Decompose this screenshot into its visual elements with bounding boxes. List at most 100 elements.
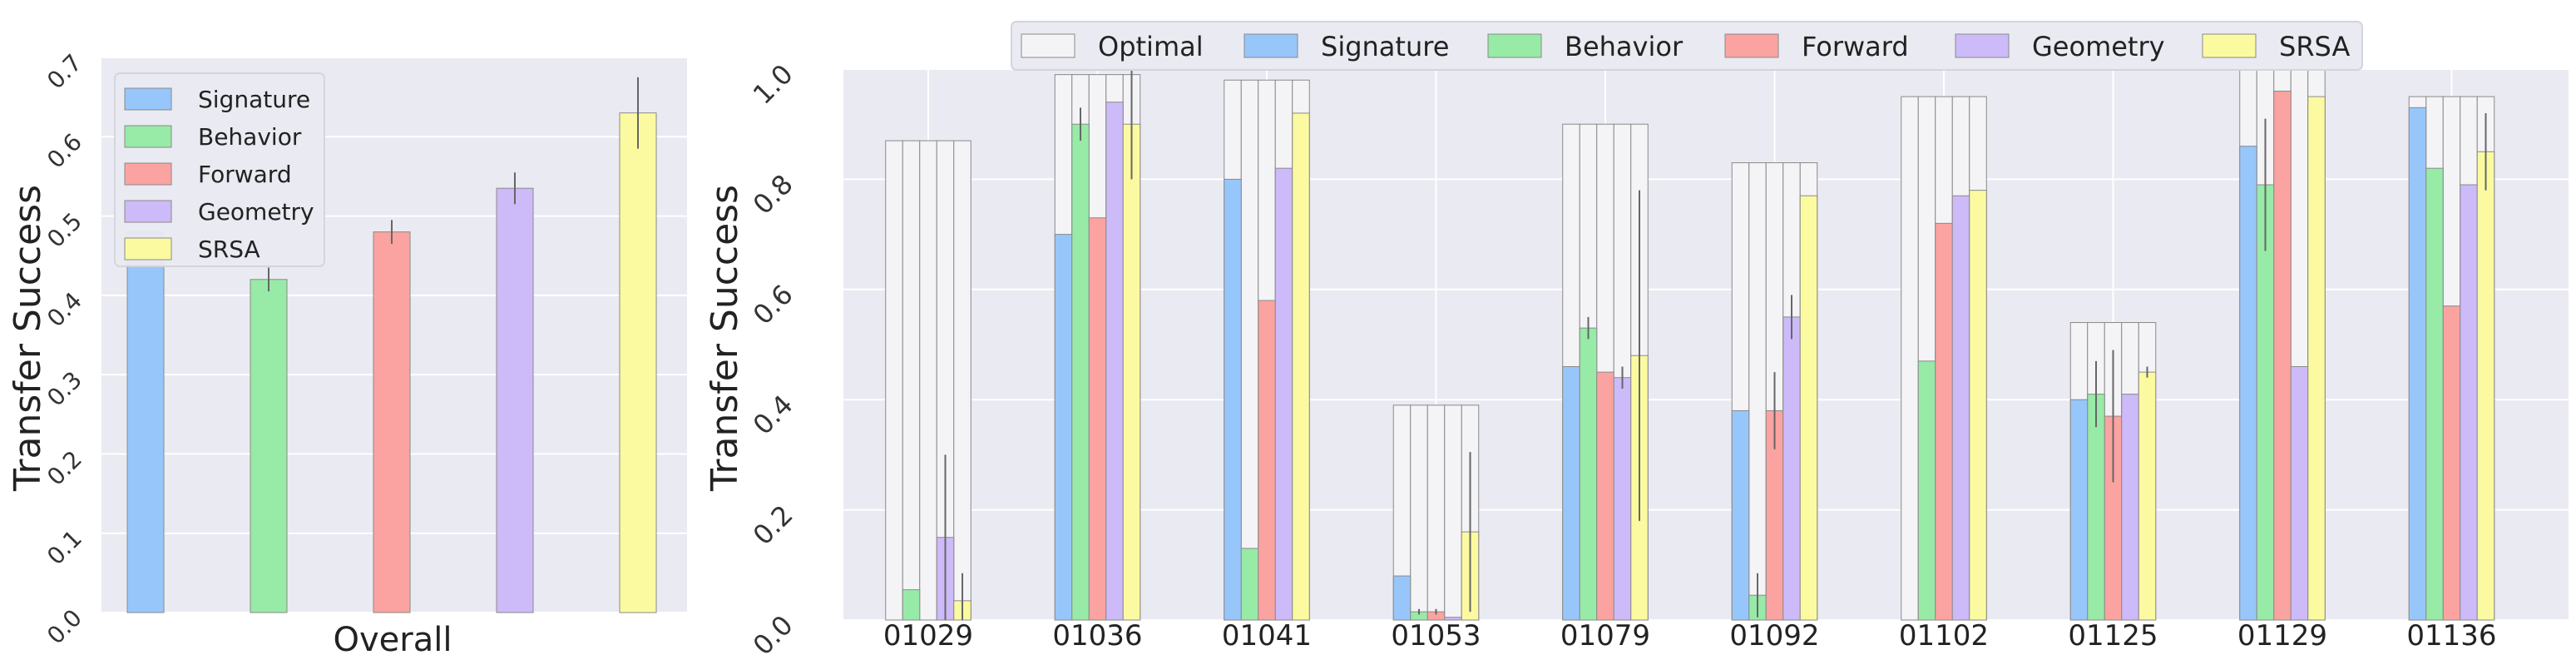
left-legend-swatch-srsa xyxy=(124,237,172,261)
right-ytick-label: 0.2 xyxy=(747,499,799,551)
xtick-label: 01036 xyxy=(1052,619,1142,653)
bar-signature xyxy=(1392,575,1412,621)
right-ytick-label: 0.4 xyxy=(747,389,799,441)
left-ytick-label: 0.6 xyxy=(42,128,87,174)
optimal-bar xyxy=(919,140,937,621)
left-legend-swatch-signature xyxy=(124,87,172,111)
bar-srsa xyxy=(1292,112,1310,621)
optimal-bar xyxy=(1748,162,1767,621)
bar-behavior xyxy=(2087,394,2105,621)
bar-forward xyxy=(1596,371,1614,621)
left-legend-swatch-geometry xyxy=(124,200,172,223)
legend-swatch-srsa xyxy=(2202,33,2257,58)
legend-label-optimal: Optimal xyxy=(1098,31,1204,62)
optimal-bar xyxy=(1444,404,1462,621)
left-bar-signature xyxy=(126,231,165,613)
xtick-label: 01129 xyxy=(2237,619,2327,653)
bar-behavior xyxy=(1579,327,1598,621)
optimal-bar xyxy=(1901,96,1919,621)
bar-forward xyxy=(1258,300,1276,621)
left-bar-behavior xyxy=(250,279,288,613)
left-legend-label-forward: Forward xyxy=(198,161,292,188)
optimal-bar xyxy=(1410,404,1428,621)
left-ylabel: Transfer Success xyxy=(7,185,49,492)
left-ytick-label: 0.0 xyxy=(42,604,87,650)
bar-srsa xyxy=(1969,190,1987,621)
xtick-label: 01092 xyxy=(1729,619,1819,653)
xtick-label: 01079 xyxy=(1560,619,1650,653)
left-xlabel: Overall xyxy=(334,621,452,655)
bar-forward xyxy=(1088,217,1107,621)
left-bar-forward xyxy=(373,231,411,613)
legend-swatch-signature xyxy=(1244,33,1298,58)
bar-signature xyxy=(1224,178,1242,621)
bar-geometry xyxy=(2290,365,2309,621)
bar-geometry xyxy=(1782,316,1801,621)
bar-geometry xyxy=(1951,195,1970,621)
left-bar-geometry xyxy=(496,187,534,613)
bar-geometry xyxy=(2460,184,2478,621)
bar-behavior xyxy=(902,589,921,621)
bar-behavior xyxy=(2425,167,2444,621)
bar-signature xyxy=(2408,107,2427,621)
right-ytick-label: 0.6 xyxy=(747,279,799,331)
right-legend xyxy=(1011,21,2363,71)
optimal-bar xyxy=(953,140,972,621)
right-ylabel: Transfer Success xyxy=(704,185,746,492)
legend-label-signature: Signature xyxy=(1321,31,1449,62)
bar-srsa xyxy=(2476,151,2495,621)
legend-label-behavior: Behavior xyxy=(1565,31,1684,62)
xtick-label: 01041 xyxy=(1222,619,1312,653)
legend-swatch-geometry xyxy=(1955,33,2010,58)
left-legend-label-signature: Signature xyxy=(198,86,310,113)
bar-srsa xyxy=(2307,96,2326,621)
bar-geometry xyxy=(1613,377,1632,621)
optimal-bar xyxy=(1426,404,1446,621)
overall-chart: Overall Transfer Success 0.00.10.20.30.4… xyxy=(7,49,687,655)
bar-geometry xyxy=(1105,102,1124,621)
legend-label-geometry: Geometry xyxy=(2032,31,2165,62)
left-legend-label-behavior: Behavior xyxy=(198,123,302,151)
bar-signature xyxy=(1731,409,1750,621)
bar-behavior xyxy=(1071,123,1090,621)
bar-forward xyxy=(1935,222,1953,621)
right-ytick-label: 0.0 xyxy=(747,609,799,655)
left-legend-swatch-forward xyxy=(124,162,172,186)
legend-swatch-behavior xyxy=(1487,33,1542,58)
bar-signature xyxy=(2069,399,2089,621)
bar-geometry xyxy=(1274,167,1293,621)
bar-geometry xyxy=(2121,394,2139,621)
bar-behavior xyxy=(1240,548,1259,621)
legend-swatch-forward xyxy=(1724,33,1779,58)
bar-srsa xyxy=(1799,195,1818,621)
right-ytick-label: 1.0 xyxy=(747,58,799,111)
xtick-label: 01125 xyxy=(2068,619,2158,653)
per-task-chart: Transfer Success 0.0 0.2 0.4 0.6 0.8 1.0 01029… xyxy=(704,21,2569,655)
xtick-label: 01102 xyxy=(1899,619,1989,653)
optimal-bar xyxy=(902,140,921,621)
legend-label-srsa: SRSA xyxy=(2279,31,2350,62)
right-ytick-label: 0.8 xyxy=(747,168,799,221)
bar-srsa xyxy=(1122,123,1141,621)
legend-swatch-optimal xyxy=(1021,33,1075,58)
left-legend-label-geometry: Geometry xyxy=(198,198,314,226)
bar-signature xyxy=(1054,234,1073,621)
bar-forward xyxy=(2442,305,2461,621)
optimal-bar xyxy=(885,140,903,621)
bar-behavior xyxy=(1917,360,1936,621)
left-legend-swatch-behavior xyxy=(124,125,172,148)
bar-signature xyxy=(2239,146,2257,621)
left-legend-label-srsa: SRSA xyxy=(198,236,260,263)
legend-label-forward: Forward xyxy=(1802,31,1909,62)
xtick-label: 01029 xyxy=(883,619,973,653)
left-ytick-label: 0.1 xyxy=(42,524,87,570)
xtick-label: 01053 xyxy=(1391,619,1481,653)
xtick-label: 01136 xyxy=(2406,619,2496,653)
left-ytick-label: 0.7 xyxy=(42,49,87,95)
bar-signature xyxy=(1562,365,1580,621)
bar-srsa xyxy=(2138,371,2157,621)
bar-forward xyxy=(2273,90,2292,621)
optimal-bar xyxy=(1240,79,1259,621)
left-bar-srsa xyxy=(619,112,657,613)
